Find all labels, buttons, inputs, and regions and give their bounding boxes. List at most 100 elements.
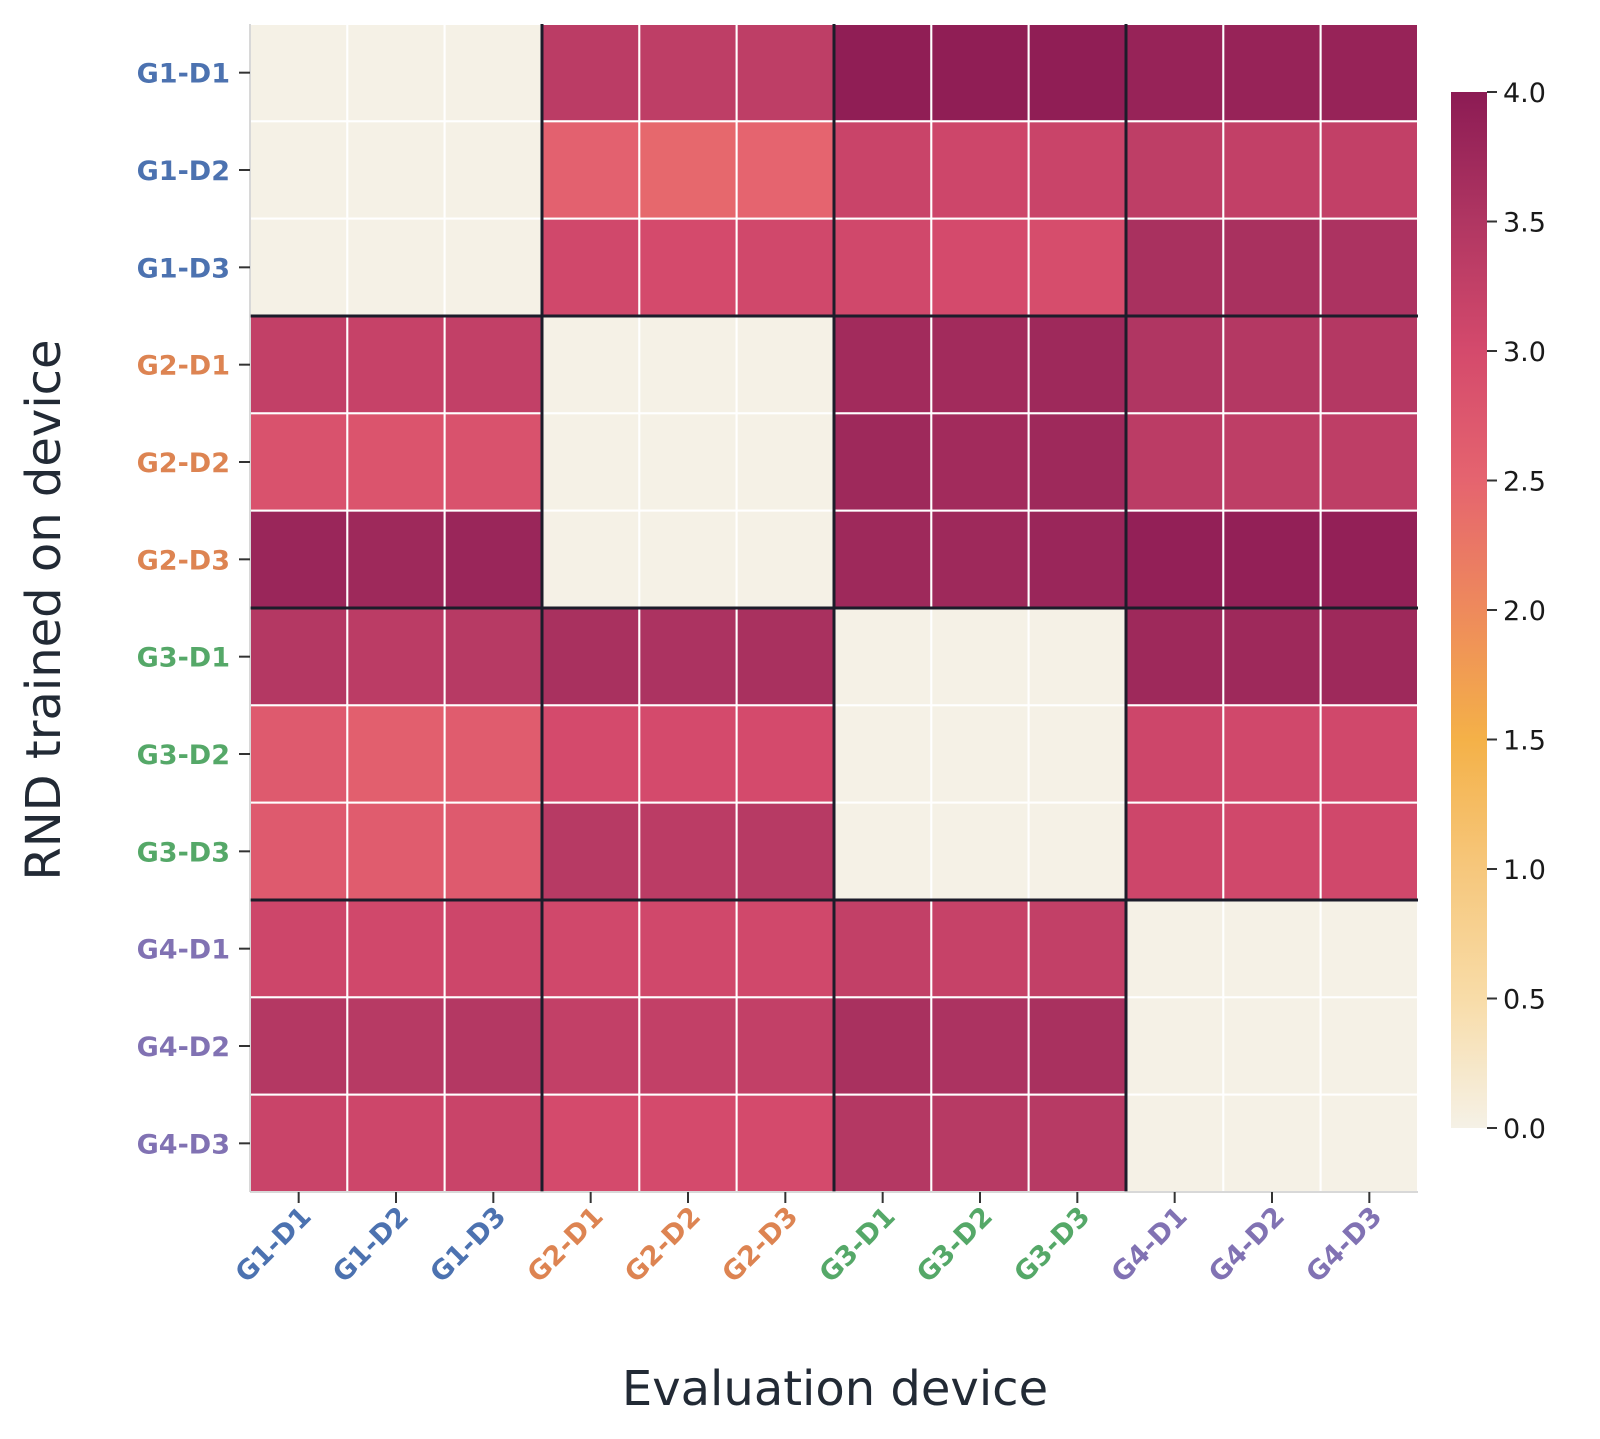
heatmap-cell xyxy=(1222,120,1322,220)
y-tick-label: G1-D1 xyxy=(137,59,230,90)
colorbar-ticks: 0.0 0.5 1.0 1.5 2.0 2.5 3.0 3.5 4.0 xyxy=(1487,78,1546,1145)
colorbar-gradient xyxy=(1451,92,1487,1128)
heatmap-cell xyxy=(1027,996,1127,1096)
heatmap-cell xyxy=(833,996,933,1096)
heatmap-cell xyxy=(443,217,543,318)
x-tick-label: G1-D2 xyxy=(327,1201,415,1289)
heatmap-cell xyxy=(638,607,738,707)
heatmap-cell xyxy=(1125,607,1225,707)
x-tick-label: G1-D3 xyxy=(424,1201,512,1289)
heatmap-cell xyxy=(930,996,1030,1096)
heatmap-cell xyxy=(1125,412,1225,512)
heatmap-cell xyxy=(735,899,836,999)
heatmap-cell xyxy=(1125,23,1225,123)
colorbar-tick-label: 2.5 xyxy=(1503,467,1546,498)
heatmap-cell xyxy=(249,217,349,318)
heatmap-cell xyxy=(443,509,543,609)
heatmap-cell xyxy=(735,120,836,220)
y-tick-label: G2-D2 xyxy=(137,448,230,479)
heatmap-cell xyxy=(249,1093,349,1193)
heatmap-cell xyxy=(1319,996,1419,1096)
heatmap-cell xyxy=(833,607,933,707)
y-tick-label: G1-D2 xyxy=(137,156,230,187)
heatmap-cell xyxy=(1125,704,1225,804)
heatmap-cell xyxy=(735,704,836,804)
heatmap-cell xyxy=(1027,315,1127,415)
colorbar-tick-label: 4.0 xyxy=(1503,78,1546,109)
heatmap-cell xyxy=(930,120,1030,220)
heatmap-cell xyxy=(930,412,1030,512)
heatmap-cell xyxy=(638,509,738,609)
y-tick-label: G2-D3 xyxy=(137,545,230,576)
heatmap-cell xyxy=(833,120,933,220)
x-tick-label: G2-D3 xyxy=(716,1201,804,1289)
x-tick-label: G3-D2 xyxy=(911,1201,999,1289)
heatmap-cell xyxy=(1222,217,1322,318)
heatmap-cell xyxy=(346,607,446,707)
heatmap-cell xyxy=(541,509,641,609)
heatmap-cell xyxy=(443,996,543,1096)
block-separators xyxy=(250,24,1418,1192)
colorbar-tick-label: 1.5 xyxy=(1503,726,1546,757)
heatmap-cell xyxy=(638,315,738,415)
heatmap-cell xyxy=(735,1093,836,1193)
heatmap-cell xyxy=(541,607,641,707)
heatmap-cell xyxy=(833,801,933,902)
heatmap-cell xyxy=(1027,23,1127,123)
heatmap-cell xyxy=(1222,23,1322,123)
heatmap-cell xyxy=(735,607,836,707)
heatmap-cell xyxy=(1319,412,1419,512)
heatmap-cell xyxy=(1125,120,1225,220)
heatmap-cell xyxy=(1027,704,1127,804)
heatmap-cell xyxy=(1319,1093,1419,1193)
heatmap-cell xyxy=(930,23,1030,123)
x-tick-label: G1-D1 xyxy=(230,1201,318,1289)
heatmap-cell xyxy=(346,899,446,999)
colorbar: 0.0 0.5 1.0 1.5 2.0 2.5 3.0 3.5 4.0 xyxy=(1451,78,1546,1145)
heatmap-cell xyxy=(930,315,1030,415)
heatmap-cell xyxy=(638,704,738,804)
heatmap-cell xyxy=(1319,704,1419,804)
heatmap-cell xyxy=(1222,801,1322,902)
heatmap-cell xyxy=(638,996,738,1096)
heatmap-cell xyxy=(833,704,933,804)
heatmap-cell xyxy=(1222,412,1322,512)
heatmap-cell xyxy=(1222,996,1322,1096)
heatmap-cell xyxy=(443,315,543,415)
y-tick-label: G4-D3 xyxy=(137,1129,230,1160)
heatmap-cell xyxy=(541,899,641,999)
heatmap-cell xyxy=(346,801,446,902)
heatmap-cell xyxy=(1222,704,1322,804)
heatmap-cell xyxy=(1027,412,1127,512)
heatmap-cell xyxy=(833,23,933,123)
heatmap-cell xyxy=(735,996,836,1096)
heatmap-cell xyxy=(638,801,738,902)
heatmap-cell xyxy=(541,412,641,512)
heatmap-cell xyxy=(1027,509,1127,609)
heatmap-cell xyxy=(1319,899,1419,999)
heatmap-cell xyxy=(833,315,933,415)
heatmap-cell xyxy=(1319,217,1419,318)
heatmap-cell xyxy=(1319,509,1419,609)
y-tick-label: G4-D1 xyxy=(137,935,230,966)
colorbar-tick-label: 2.0 xyxy=(1503,596,1546,627)
heatmap-cell xyxy=(735,217,836,318)
x-tick-label: G4-D2 xyxy=(1203,1201,1291,1289)
heatmap-cell xyxy=(249,120,349,220)
axes xyxy=(249,24,1418,1193)
heatmap-cell xyxy=(1125,315,1225,415)
colorbar-tick-label: 3.0 xyxy=(1503,337,1546,368)
heatmap-cell xyxy=(346,23,446,123)
heatmap-cell xyxy=(638,1093,738,1193)
heatmap-cell xyxy=(443,899,543,999)
heatmap-cell xyxy=(1125,217,1225,318)
heatmap-cell xyxy=(638,23,738,123)
heatmap-cell xyxy=(443,801,543,902)
heatmap-cell xyxy=(638,217,738,318)
heatmap-cell xyxy=(541,1093,641,1193)
heatmap-cell xyxy=(443,120,543,220)
colorbar-tick-label: 0.5 xyxy=(1503,985,1546,1016)
heatmap-cell xyxy=(249,801,349,902)
y-tick-label: G3-D1 xyxy=(137,643,230,674)
